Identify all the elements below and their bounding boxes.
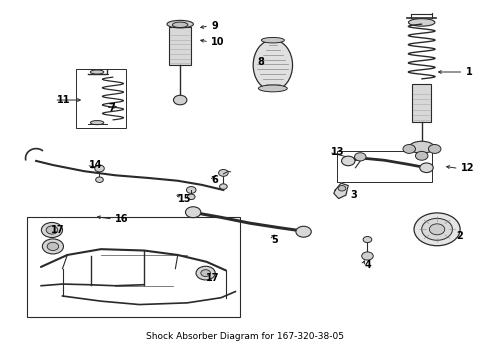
Text: 1: 1	[466, 67, 473, 77]
Circle shape	[422, 219, 452, 240]
Circle shape	[196, 266, 215, 280]
Circle shape	[95, 165, 104, 172]
Circle shape	[362, 252, 373, 260]
Circle shape	[342, 156, 355, 166]
Bar	[76, 69, 126, 129]
Bar	[26, 217, 240, 316]
Bar	[169, 27, 191, 65]
Text: 3: 3	[351, 190, 357, 200]
Ellipse shape	[258, 85, 287, 92]
Polygon shape	[334, 183, 348, 199]
Circle shape	[42, 239, 64, 254]
Text: 2: 2	[456, 231, 463, 241]
Ellipse shape	[409, 19, 435, 26]
Text: Shock Absorber Diagram for 167-320-38-05: Shock Absorber Diagram for 167-320-38-05	[146, 333, 344, 342]
Circle shape	[46, 226, 58, 234]
Circle shape	[420, 163, 433, 172]
Text: 17: 17	[206, 273, 219, 283]
Circle shape	[416, 151, 428, 160]
Circle shape	[414, 213, 460, 246]
Circle shape	[47, 242, 59, 251]
Circle shape	[185, 207, 201, 218]
Ellipse shape	[167, 21, 194, 28]
Circle shape	[363, 237, 372, 243]
Circle shape	[187, 194, 195, 199]
Circle shape	[201, 270, 210, 276]
Bar	[412, 84, 431, 122]
Text: 13: 13	[331, 147, 345, 157]
Text: 10: 10	[211, 37, 225, 47]
Bar	[337, 151, 432, 182]
Circle shape	[338, 185, 346, 191]
Ellipse shape	[90, 121, 104, 125]
Text: 11: 11	[57, 95, 70, 105]
Circle shape	[96, 177, 103, 183]
Circle shape	[428, 144, 441, 153]
Ellipse shape	[172, 22, 188, 28]
Ellipse shape	[261, 37, 284, 43]
Text: 6: 6	[211, 175, 218, 185]
Circle shape	[41, 222, 63, 238]
Ellipse shape	[90, 70, 104, 74]
Text: 7: 7	[108, 103, 115, 113]
Text: 15: 15	[178, 194, 191, 203]
Ellipse shape	[253, 40, 293, 90]
Circle shape	[186, 186, 196, 193]
Circle shape	[219, 170, 228, 176]
Circle shape	[403, 144, 416, 153]
Text: 17: 17	[50, 225, 64, 235]
Text: 4: 4	[365, 260, 372, 270]
Text: 8: 8	[257, 57, 264, 67]
Text: 16: 16	[115, 214, 129, 224]
Circle shape	[429, 224, 445, 235]
Ellipse shape	[409, 141, 434, 153]
Text: 12: 12	[461, 163, 475, 174]
Circle shape	[296, 226, 311, 237]
Circle shape	[173, 95, 187, 105]
Text: 14: 14	[89, 160, 102, 170]
Text: 5: 5	[271, 235, 278, 244]
Text: 9: 9	[211, 21, 218, 31]
Circle shape	[220, 184, 227, 189]
Circle shape	[354, 153, 366, 161]
